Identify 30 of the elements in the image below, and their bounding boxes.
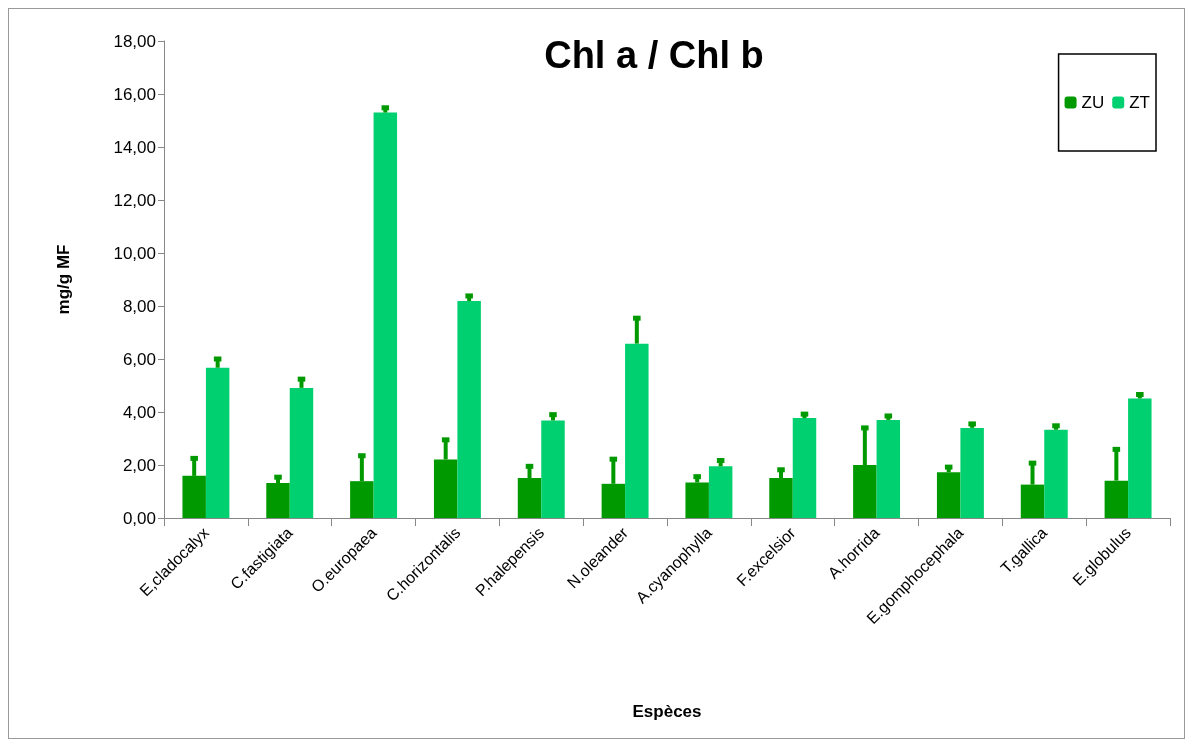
legend-label: ZU bbox=[1081, 93, 1105, 112]
y-tick-label: 12,00 bbox=[113, 190, 156, 210]
x-axis-title: Espèces bbox=[632, 702, 702, 721]
bar bbox=[457, 300, 481, 518]
bar bbox=[708, 466, 733, 518]
bar bbox=[960, 427, 984, 518]
bar bbox=[1044, 429, 1068, 518]
y-tick-label: 10,00 bbox=[113, 243, 156, 263]
bar bbox=[936, 472, 961, 518]
y-tick-label: 0,00 bbox=[122, 508, 156, 528]
y-tick-label: 2,00 bbox=[122, 455, 156, 475]
y-tick-label: 18,00 bbox=[113, 31, 156, 51]
bar bbox=[266, 483, 290, 518]
bar bbox=[685, 482, 709, 518]
y-tick-label: 14,00 bbox=[113, 137, 156, 157]
y-tick-label: 6,00 bbox=[122, 349, 156, 369]
bar bbox=[541, 420, 565, 518]
chart-title: Chl a / Chl b bbox=[544, 34, 764, 76]
y-tick-label: 16,00 bbox=[113, 84, 156, 104]
y-axis-title: mg/g MF bbox=[54, 244, 73, 315]
bar bbox=[792, 418, 817, 518]
legend-label: ZT bbox=[1129, 93, 1151, 112]
y-tick-label: 8,00 bbox=[122, 296, 156, 316]
bar bbox=[876, 419, 901, 518]
y-tick-label: 4,00 bbox=[122, 402, 156, 422]
bar bbox=[373, 112, 398, 518]
bar bbox=[205, 367, 230, 518]
bar bbox=[289, 387, 314, 518]
bar bbox=[625, 343, 649, 518]
bar bbox=[1128, 398, 1152, 518]
